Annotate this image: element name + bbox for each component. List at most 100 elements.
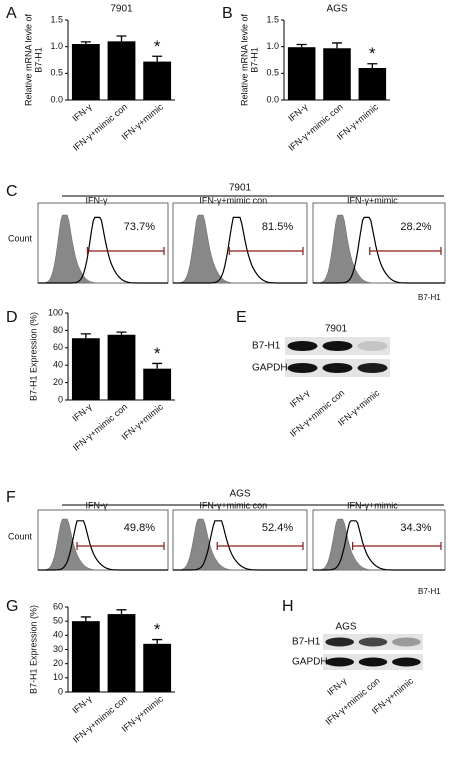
- significance-mark: *: [154, 620, 161, 639]
- panel-letter: H: [282, 598, 294, 615]
- x-tick-label: IFN-γ: [286, 101, 310, 123]
- x-label: B7-H1: [418, 293, 441, 302]
- blot-band: [287, 362, 318, 374]
- flow-title: AGS: [229, 489, 250, 500]
- lane-label: IFN-γ: [288, 387, 312, 409]
- x-label: B7-H1: [418, 587, 441, 596]
- y-tick-label: 1.5: [50, 14, 63, 24]
- y-tick-label: 1.0: [266, 41, 279, 51]
- sample-histogram: [313, 520, 445, 571]
- error-bar: [116, 609, 127, 615]
- y-tick-label: 60: [53, 601, 63, 611]
- blot-band: [357, 362, 388, 374]
- significance-mark: *: [154, 344, 161, 363]
- y-tick-label: 0.0: [50, 94, 63, 104]
- panel-letter: A: [6, 5, 17, 22]
- sample-histogram: [313, 216, 445, 284]
- blot-band: [357, 340, 388, 352]
- y-tick-label: 0: [58, 686, 63, 696]
- chart-title: 7901: [110, 4, 133, 15]
- percentage: 34.3%: [400, 522, 431, 534]
- y-axis-label: B7-H1: [249, 47, 259, 73]
- sample-histogram: [173, 216, 307, 284]
- bar: [143, 643, 172, 692]
- flow-title: 7901: [229, 183, 252, 194]
- bar: [107, 334, 136, 400]
- y-axis-label: Relative mRNA levle of: [239, 13, 249, 106]
- y-tick-label: 60: [53, 342, 63, 352]
- gate: [352, 542, 442, 550]
- panel-letter: G: [6, 598, 18, 615]
- x-tick-label: IFN-γ: [70, 101, 94, 123]
- blot-band: [392, 657, 421, 667]
- condition-label: IFN-γ+mimic con: [199, 195, 267, 205]
- condition-label: IFN-γ+mimic con: [199, 500, 267, 510]
- gate: [228, 247, 304, 255]
- condition-label: IFN-γ: [86, 195, 108, 205]
- bar: [71, 338, 100, 400]
- error-bar: [116, 331, 127, 335]
- percentage: 52.4%: [262, 522, 293, 534]
- error-bar: [152, 638, 163, 644]
- y-tick-label: 0.5: [266, 68, 279, 78]
- row-label: GAPDH: [292, 657, 328, 668]
- bar: [287, 47, 316, 100]
- sample-histogram: [38, 216, 168, 284]
- y-axis-label: Relative mRNA levle of: [23, 13, 33, 106]
- y-tick-label: 30: [53, 644, 63, 654]
- error-bar: [152, 55, 163, 62]
- panel-letter: D: [6, 309, 18, 326]
- row-label: B7-H1: [292, 637, 321, 648]
- panel-letter: B: [222, 5, 233, 22]
- sample-histogram: [38, 520, 168, 571]
- condition-label: IFN-γ: [86, 500, 108, 510]
- blot-band: [358, 657, 388, 667]
- bar: [358, 68, 387, 100]
- blot-band: [392, 637, 421, 647]
- bar: [143, 61, 172, 100]
- blot-band: [325, 637, 354, 647]
- chart-title: AGS: [326, 4, 347, 15]
- condition-label: IFN-γ+mimic: [347, 195, 398, 205]
- error-bar: [367, 63, 378, 68]
- error-bar: [152, 362, 163, 369]
- y-tick-label: 50: [53, 616, 63, 626]
- gate: [216, 542, 304, 550]
- error-bar: [80, 41, 91, 44]
- bar: [71, 44, 100, 100]
- x-tick-label: IFN-γ: [70, 401, 94, 423]
- error-bar: [116, 35, 127, 42]
- bar: [143, 368, 172, 400]
- y-tick-label: 10: [53, 672, 63, 682]
- y-tick-label: 20: [53, 658, 63, 668]
- y-axis-label: B7-H1: [33, 47, 43, 73]
- bar: [107, 41, 136, 100]
- count-label: Count: [8, 233, 33, 243]
- panel-letter: C: [6, 183, 18, 200]
- gate: [76, 542, 165, 550]
- percentage: 28.2%: [400, 221, 431, 233]
- panel-letter: E: [236, 309, 247, 326]
- y-tick-label: 0: [58, 394, 63, 404]
- error-bar: [332, 42, 342, 49]
- gate: [86, 247, 165, 255]
- blot-band: [325, 657, 354, 667]
- y-tick-label: 0.5: [50, 68, 63, 78]
- x-tick-label: IFN-γ: [70, 693, 94, 715]
- bar: [107, 614, 136, 692]
- error-bar: [80, 616, 91, 622]
- blot-title: 7901: [325, 324, 348, 335]
- lane-label: IFN-γ: [325, 675, 349, 697]
- y-tick-label: 1.5: [266, 14, 279, 24]
- y-tick-label: 80: [53, 325, 63, 335]
- significance-mark: *: [154, 37, 161, 56]
- panel-letter: F: [6, 489, 16, 506]
- error-bar: [296, 43, 307, 48]
- y-tick-label: 0.0: [266, 94, 279, 104]
- sample-histogram: [173, 520, 307, 571]
- significance-mark: *: [369, 44, 376, 63]
- blot-title: AGS: [335, 622, 356, 633]
- y-tick-label: 40: [53, 360, 63, 370]
